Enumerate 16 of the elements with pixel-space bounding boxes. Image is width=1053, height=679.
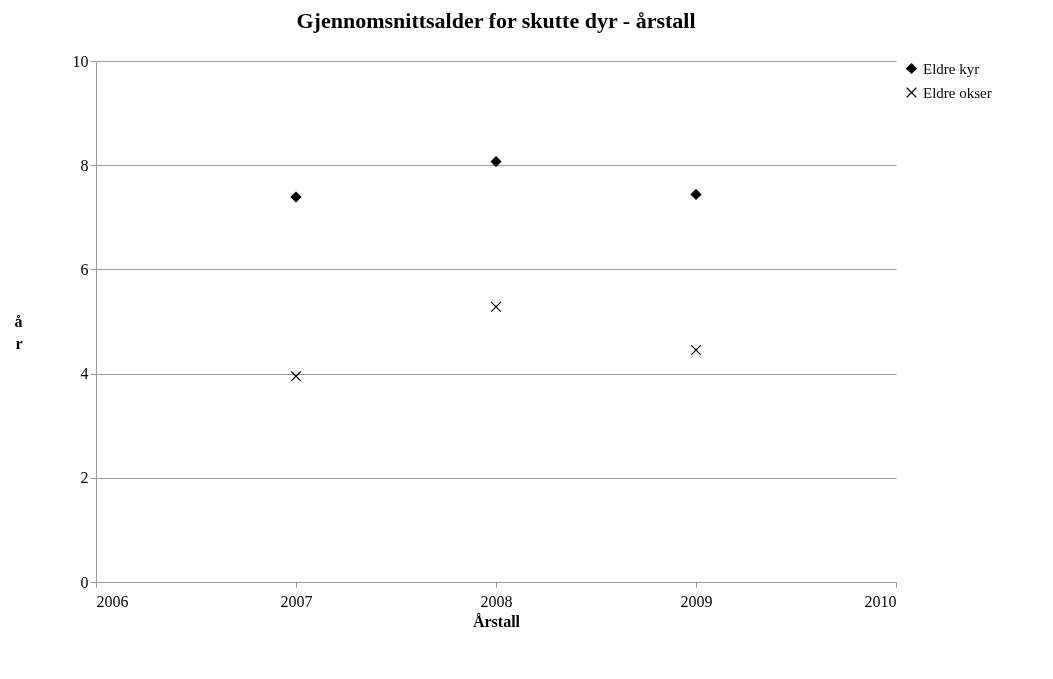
x-tick-label: 2007 xyxy=(280,592,313,610)
y-axis-title: år xyxy=(14,313,23,352)
y-tick-label: 0 xyxy=(80,573,89,591)
legend-label: Eldre kyr xyxy=(923,60,980,77)
x-tick-label: 2008 xyxy=(480,592,513,610)
x-tick-label: 2009 xyxy=(680,592,713,610)
x-tick-label: 2006 xyxy=(96,592,129,610)
legend-label: Eldre okser xyxy=(923,84,992,101)
y-tick-label: 10 xyxy=(72,52,89,70)
y-tick-label: 6 xyxy=(80,260,89,278)
y-tick-label: 8 xyxy=(80,156,89,174)
chart-title: Gjennomsnittsalder for skutte dyr - årstall xyxy=(296,8,696,33)
x-axis-title: Årstall xyxy=(472,612,521,630)
y-tick-label: 4 xyxy=(80,365,89,383)
y-tick-label: 2 xyxy=(80,469,89,487)
x-tick-label: 2010 xyxy=(864,592,897,610)
